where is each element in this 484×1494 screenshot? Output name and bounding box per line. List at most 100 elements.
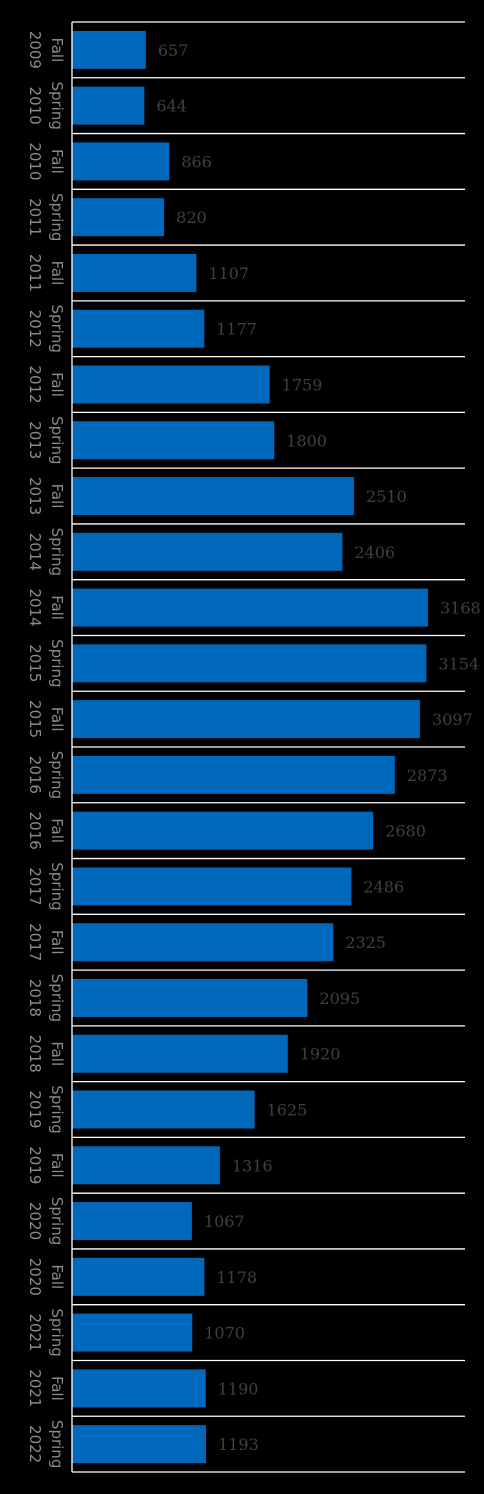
value-label: 866 (181, 152, 212, 171)
category-label-year: 2018 (26, 1035, 44, 1073)
category-label-year: 2020 (26, 1258, 44, 1296)
category-label-season: Fall (48, 37, 66, 62)
value-label: 1067 (204, 1212, 245, 1231)
value-label: 820 (176, 208, 207, 227)
category-label-season: Spring (48, 1085, 66, 1133)
category-label-season: Fall (48, 1376, 66, 1401)
value-label: 2325 (345, 933, 386, 952)
bar (72, 421, 275, 460)
value-label: 3154 (438, 654, 479, 673)
category-labels: Fall2009Spring2010Fall2010Spring2011Fall… (26, 31, 66, 1469)
bar (72, 755, 395, 794)
category-label-season: Fall (48, 595, 66, 620)
bar (72, 253, 197, 292)
value-label: 1316 (232, 1156, 273, 1175)
category-label-year: 2012 (26, 365, 44, 403)
category-label-season: Spring (48, 639, 66, 687)
category-label-season: Spring (48, 1197, 66, 1245)
category-label-year: 2009 (26, 31, 44, 69)
value-label: 1920 (300, 1045, 341, 1064)
category-label-season: Fall (48, 1153, 66, 1178)
category-label-year: 2015 (26, 700, 44, 738)
category-label-year: 2020 (26, 1202, 44, 1240)
value-label: 1193 (218, 1435, 259, 1454)
bar (72, 1146, 220, 1185)
category-label-season: Fall (48, 1041, 66, 1066)
category-label-year: 2017 (26, 867, 44, 905)
category-label-year: 2012 (26, 310, 44, 348)
category-label-season: Spring (48, 1420, 66, 1468)
category-label-season: Fall (48, 261, 66, 286)
value-label: 1759 (282, 376, 323, 395)
category-label-year: 2019 (26, 1090, 44, 1128)
bar (72, 1090, 255, 1129)
category-label-season: Spring (48, 305, 66, 353)
category-label-year: 2011 (26, 254, 44, 292)
category-label-year: 2014 (26, 588, 44, 626)
bar (72, 142, 170, 181)
bar (72, 86, 145, 125)
category-label-season: Fall (48, 707, 66, 732)
value-label: 644 (156, 97, 187, 116)
bar (72, 644, 427, 683)
value-label: 2873 (407, 766, 448, 785)
category-label-season: Spring (48, 974, 66, 1022)
category-label-year: 2016 (26, 812, 44, 850)
value-label: 1070 (204, 1324, 245, 1343)
bar (72, 365, 270, 404)
value-label: 3168 (440, 599, 481, 618)
category-label-year: 2013 (26, 477, 44, 515)
bar (72, 30, 146, 69)
value-labels: 657 644 866 820 1107 1177 1759 1800 2510 2406 3168… (156, 41, 480, 1454)
category-label-season: Fall (48, 149, 66, 174)
value-label: 1625 (267, 1101, 308, 1120)
category-label-season: Spring (48, 193, 66, 241)
category-label-year: 2010 (26, 87, 44, 125)
grid-lines (72, 21, 465, 1473)
category-label-year: 2018 (26, 979, 44, 1017)
bars (72, 30, 428, 1464)
category-label-season: Spring (48, 81, 66, 129)
value-label: 2510 (366, 487, 407, 506)
bar (72, 1369, 206, 1408)
bar (72, 532, 343, 571)
category-label-season: Fall (48, 484, 66, 509)
bar (72, 1313, 193, 1352)
category-label-season: Spring (48, 862, 66, 910)
bar (72, 811, 374, 850)
bar (72, 1034, 288, 1073)
value-label: 1177 (216, 320, 257, 339)
bar (72, 198, 165, 237)
value-label: 657 (158, 41, 189, 60)
category-label-season: Fall (48, 372, 66, 397)
value-label: 2406 (354, 543, 395, 562)
category-label-year: 2016 (26, 756, 44, 794)
value-label: 1178 (216, 1268, 257, 1287)
value-label: 1107 (208, 264, 249, 283)
category-label-season: Spring (48, 1308, 66, 1356)
bar (72, 923, 334, 962)
category-label-year: 2022 (26, 1425, 44, 1463)
category-label-season: Spring (48, 416, 66, 464)
category-label-year: 2021 (26, 1369, 44, 1407)
category-label-year: 2011 (26, 198, 44, 236)
category-label-season: Spring (48, 751, 66, 799)
bar (72, 1425, 207, 1464)
value-label: 2095 (319, 989, 360, 1008)
value-label: 1190 (218, 1379, 259, 1398)
category-label-year: 2017 (26, 923, 44, 961)
bar (72, 978, 308, 1017)
value-label: 3097 (432, 710, 473, 729)
category-label-year: 2014 (26, 533, 44, 571)
bar (72, 700, 421, 739)
value-label: 2486 (363, 877, 404, 896)
category-label-year: 2021 (26, 1314, 44, 1352)
bar (72, 1257, 205, 1296)
category-label-year: 2015 (26, 644, 44, 682)
value-label: 1800 (286, 431, 327, 450)
category-label-year: 2013 (26, 421, 44, 459)
category-label-year: 2019 (26, 1146, 44, 1184)
category-label-year: 2010 (26, 142, 44, 180)
category-label-season: Fall (48, 818, 66, 843)
